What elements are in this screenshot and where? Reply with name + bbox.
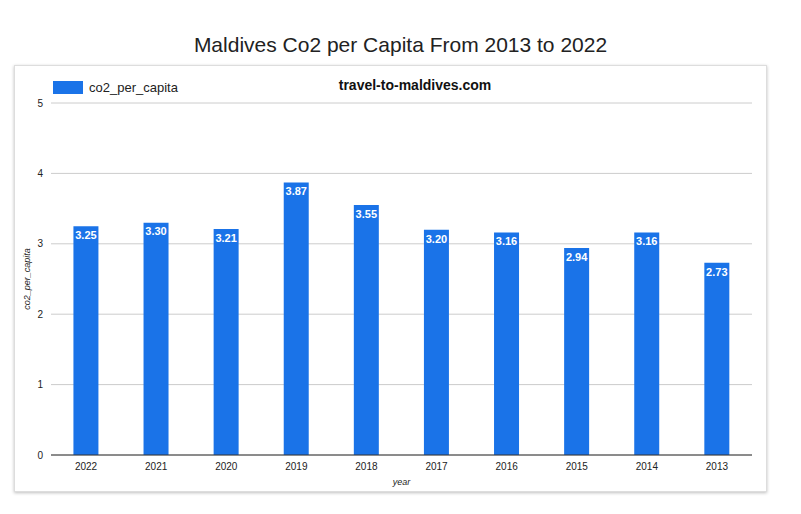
svg-text:3.16: 3.16 (636, 235, 657, 247)
svg-text:3.30: 3.30 (145, 225, 166, 237)
svg-text:year: year (392, 477, 412, 487)
svg-text:2: 2 (37, 309, 43, 320)
svg-text:2.73: 2.73 (706, 266, 727, 278)
html-text:Maldives Co2 per Capita From 2: Maldives Co2 per Capita From 2013 to 202… (193, 33, 608, 56)
svg-text:3: 3 (37, 238, 43, 249)
svg-text:4: 4 (37, 168, 43, 179)
svg-text:2020: 2020 (215, 461, 238, 472)
svg-text:2013: 2013 (706, 461, 729, 472)
svg-text:2014: 2014 (636, 461, 659, 472)
html-text:travel-to-maldives.com: travel-to-maldives.com (338, 77, 492, 93)
svg-text:3.87: 3.87 (286, 185, 307, 197)
svg-text:2017: 2017 (425, 461, 448, 472)
svg-text:co2_per_capita: co2_per_capita (22, 248, 32, 310)
svg-text:3.16: 3.16 (496, 235, 517, 247)
html-text:co2_per_capita: co2_per_capita (89, 80, 178, 95)
svg-text:3.21: 3.21 (215, 232, 236, 244)
svg-text:2016: 2016 (496, 461, 519, 472)
svg-text:2021: 2021 (145, 461, 168, 472)
svg-text:2015: 2015 (566, 461, 589, 472)
svg-text:0: 0 (37, 450, 43, 461)
svg-text:5: 5 (37, 98, 43, 109)
svg-text:3.55: 3.55 (356, 208, 377, 220)
svg-text:2.94: 2.94 (566, 251, 588, 263)
svg-text:2022: 2022 (75, 461, 98, 472)
svg-text:2019: 2019 (285, 461, 308, 472)
svg-text:1: 1 (37, 379, 43, 390)
svg-text:3.20: 3.20 (426, 233, 447, 245)
svg-text:3.25: 3.25 (75, 229, 96, 241)
svg-text:2018: 2018 (355, 461, 378, 472)
